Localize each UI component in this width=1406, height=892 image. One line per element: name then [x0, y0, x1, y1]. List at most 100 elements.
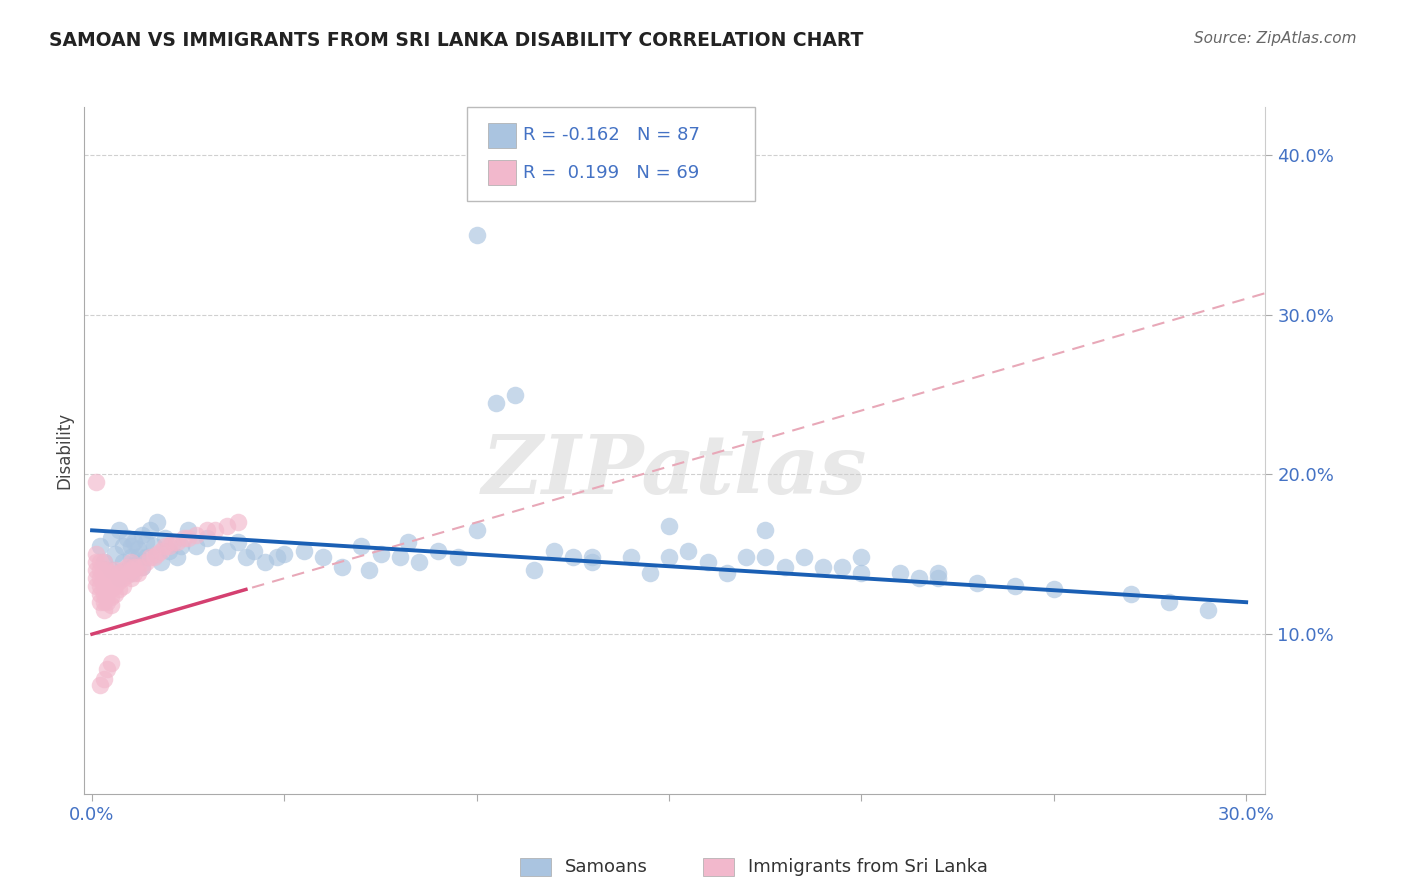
Point — [89, 539, 111, 553]
Point — [96, 587, 118, 601]
Point — [1043, 582, 1066, 597]
Point — [89, 587, 111, 601]
Point — [127, 566, 149, 581]
Point — [84, 579, 107, 593]
Point — [173, 531, 195, 545]
Point — [120, 550, 142, 565]
Point — [127, 560, 149, 574]
Point — [89, 595, 111, 609]
Point — [150, 544, 173, 558]
Point — [135, 555, 157, 569]
Point — [388, 550, 411, 565]
Point — [215, 518, 238, 533]
Point — [100, 566, 122, 581]
Point — [84, 563, 107, 577]
Point — [104, 579, 127, 593]
Point — [754, 550, 776, 565]
Point — [108, 524, 131, 538]
Point — [135, 534, 157, 549]
Point — [543, 544, 565, 558]
Y-axis label: Disability: Disability — [55, 412, 73, 489]
Point — [503, 387, 526, 401]
Point — [142, 539, 165, 553]
Point — [93, 563, 115, 577]
Point — [370, 547, 392, 561]
Point — [96, 563, 118, 577]
Point — [581, 550, 603, 565]
Point — [124, 534, 146, 549]
Point — [162, 534, 184, 549]
Point — [273, 547, 295, 561]
Point — [108, 582, 131, 597]
Point — [177, 531, 200, 545]
Point — [135, 550, 157, 565]
Point — [330, 560, 353, 574]
Point — [111, 555, 134, 569]
Text: Source: ZipAtlas.com: Source: ZipAtlas.com — [1194, 31, 1357, 46]
Point — [561, 550, 583, 565]
Point — [620, 550, 643, 565]
Point — [127, 542, 149, 557]
Point — [927, 571, 949, 585]
Point — [266, 550, 288, 565]
Text: Immigrants from Sri Lanka: Immigrants from Sri Lanka — [748, 858, 988, 876]
Point — [96, 595, 118, 609]
Point — [581, 555, 603, 569]
Point — [851, 566, 873, 581]
Point — [124, 566, 146, 581]
Point — [166, 534, 188, 549]
Point — [115, 568, 138, 582]
Point — [120, 566, 142, 581]
Point — [146, 547, 169, 561]
Point — [754, 524, 776, 538]
Point — [89, 579, 111, 593]
Point — [93, 603, 115, 617]
Point — [120, 563, 142, 577]
Point — [93, 595, 115, 609]
Point — [142, 550, 165, 565]
Point — [100, 574, 122, 589]
Point — [485, 395, 508, 409]
Point — [204, 550, 226, 565]
Point — [966, 576, 988, 591]
Point — [523, 563, 546, 577]
Point — [169, 539, 191, 553]
Text: ZIPatlas: ZIPatlas — [482, 431, 868, 511]
Point — [357, 563, 380, 577]
Point — [889, 566, 911, 581]
Point — [100, 563, 122, 577]
Point — [89, 563, 111, 577]
Point — [851, 550, 873, 565]
Point — [811, 560, 834, 574]
Text: Samoans: Samoans — [565, 858, 648, 876]
Point — [197, 531, 219, 545]
Point — [658, 518, 681, 533]
Point — [115, 560, 138, 574]
Point — [131, 560, 153, 574]
Point — [120, 555, 142, 569]
Point — [131, 528, 153, 542]
Point — [120, 539, 142, 553]
Point — [139, 550, 162, 565]
Point — [312, 550, 335, 565]
Point — [696, 555, 718, 569]
Point — [93, 555, 115, 569]
Point — [93, 579, 115, 593]
Point — [150, 555, 173, 569]
Text: R = -0.162   N = 87: R = -0.162 N = 87 — [523, 127, 700, 145]
Point — [254, 555, 277, 569]
Point — [226, 534, 249, 549]
Point — [120, 571, 142, 585]
Point — [235, 550, 257, 565]
Point — [100, 656, 122, 670]
Point — [96, 579, 118, 593]
Point — [93, 571, 115, 585]
Point — [96, 571, 118, 585]
Point — [93, 555, 115, 569]
Point — [111, 579, 134, 593]
Point — [153, 539, 176, 553]
Point — [408, 555, 430, 569]
Point — [638, 566, 661, 581]
Point — [104, 563, 127, 577]
Point — [104, 571, 127, 585]
